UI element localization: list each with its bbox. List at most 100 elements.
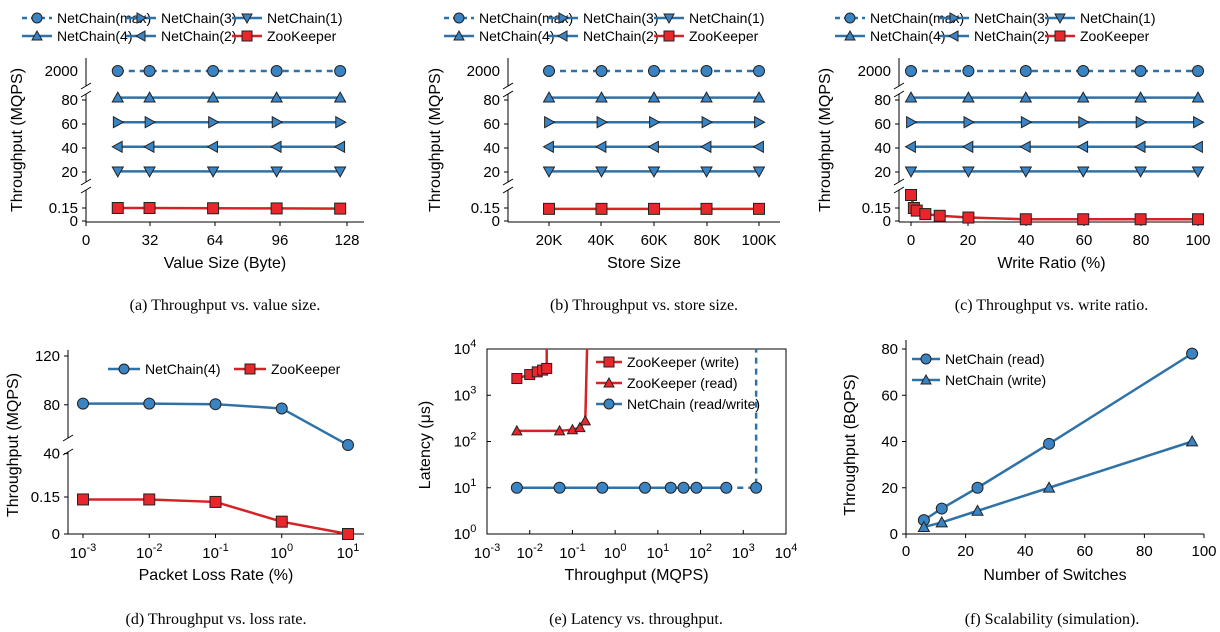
data-point [111, 91, 125, 103]
x-tick-label: 40K [588, 232, 615, 249]
legend-label: NetChain(4) [57, 28, 132, 44]
data-point [1191, 166, 1205, 178]
tick-exponent: 0 [287, 542, 293, 554]
x-tick-label: 104 [775, 542, 798, 562]
data-point [511, 424, 523, 436]
x-tick-label: 40 [1018, 232, 1035, 249]
data-point [1042, 481, 1056, 493]
x-tick-label: 32 [142, 232, 159, 249]
y-tick-label: 0.15 [49, 200, 78, 217]
legend-label: NetChain (read) [945, 351, 1045, 367]
data-point [1134, 213, 1147, 226]
data-point [1019, 65, 1032, 77]
data-point [553, 424, 566, 436]
y-tick-label: 60 [483, 116, 500, 133]
data-point [904, 166, 918, 178]
y-axis-title: Throughput (MQPS) [5, 373, 22, 517]
data-point [596, 115, 609, 129]
data-point [648, 65, 660, 77]
series-line-2-dashed [726, 349, 758, 489]
legend-label: NetChain(3) [583, 10, 658, 26]
y-tick-label: 0 [492, 213, 500, 230]
data-point [752, 91, 766, 103]
data-point [971, 481, 984, 494]
tick-base: 10 [454, 434, 471, 451]
caption: (b) Throughput vs. store size. [550, 297, 738, 314]
legend-marker [947, 30, 959, 42]
data-point [1019, 91, 1033, 103]
axis-break-mark [502, 90, 514, 98]
data-point [144, 115, 157, 129]
series-line-5 [909, 194, 1198, 221]
data-point [1020, 115, 1033, 129]
data-point [700, 91, 713, 103]
y-axis-title: Latency (μs) [417, 401, 434, 489]
legend-label: NetChain (read/write) [627, 396, 760, 412]
x-tick-label: 10-1 [202, 542, 228, 562]
x-tick-label: 10-2 [136, 542, 162, 562]
legend-label: ZooKeeper [271, 361, 341, 377]
data-point [335, 115, 347, 129]
data-point [596, 481, 609, 494]
y-axis-title: Throughput (MQPS) [427, 68, 444, 212]
legend-marker [1054, 30, 1066, 42]
y-tick-label: 2000 [45, 63, 78, 80]
tick-base: 10 [732, 545, 749, 562]
legend-label: ZooKeeper [689, 28, 759, 44]
y-tick-label: 40 [483, 140, 500, 157]
data-point [1077, 213, 1090, 226]
data-point [933, 209, 946, 222]
tick-exponent: -3 [490, 542, 500, 554]
x-tick-label: 20 [960, 232, 977, 249]
legend-label: NetChain(1) [689, 10, 764, 26]
data-point [720, 481, 733, 494]
axis-break-mark [80, 82, 92, 90]
tick-exponent: -1 [576, 542, 586, 554]
legend-marker [556, 30, 568, 42]
x-tick-label: 0 [907, 232, 915, 249]
caption: (f) Scalability (simulation). [965, 611, 1140, 628]
data-point [962, 166, 975, 178]
data-point [542, 140, 554, 154]
tick-exponent: -1 [219, 542, 229, 554]
data-point [544, 115, 556, 129]
y-tick-label: 20 [881, 480, 898, 497]
legend-marker [31, 29, 43, 41]
x-tick-label: 10-3 [70, 542, 96, 562]
data-point [1134, 65, 1147, 77]
tick-base: 10 [516, 545, 533, 562]
data-point [961, 140, 974, 154]
x-axis-title: Throughput (MQPS) [564, 567, 708, 584]
y-axis-title: Throughput (MQPS) [9, 68, 26, 212]
legend-label: NetChain(1) [267, 10, 342, 26]
data-point [677, 481, 690, 494]
data-point [1135, 115, 1148, 129]
y-tick-label: 103 [454, 384, 477, 404]
data-point [1078, 115, 1090, 129]
x-tick-label: 60K [641, 232, 668, 249]
y-tick-label: 0 [70, 213, 78, 230]
y-tick-label: 2000 [467, 63, 500, 80]
x-axis-title: Value Size (Byte) [164, 255, 286, 272]
legend-marker [920, 373, 932, 385]
data-point [753, 202, 765, 215]
data-point [699, 140, 712, 154]
legend-marker [241, 13, 253, 25]
x-tick-label: 10-1 [559, 542, 585, 562]
legend-marker [558, 12, 570, 24]
y-tick-label: 80 [881, 341, 898, 358]
y-tick-label: 100 [454, 523, 477, 543]
axis-break-mark [893, 178, 905, 186]
data-point [275, 515, 288, 528]
x-axis-title: Packet Loss Rate (%) [139, 567, 294, 584]
x-tick-label: 101 [337, 542, 360, 562]
data-point [270, 91, 283, 103]
x-tick-label: 20 [957, 543, 974, 560]
axis-break-mark [502, 178, 514, 186]
series-line-1 [516, 348, 589, 433]
data-point [541, 362, 553, 374]
x-axis-title: Number of Switches [983, 567, 1126, 584]
x-tick-label: 0 [82, 232, 90, 249]
x-tick-label: 80K [694, 232, 721, 249]
data-point [638, 481, 651, 494]
